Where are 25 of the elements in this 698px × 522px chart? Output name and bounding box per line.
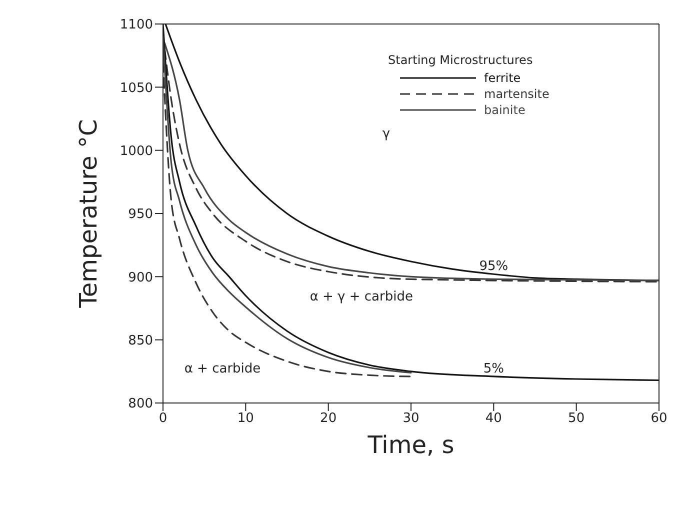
x-tick-label: 60 [650, 411, 668, 426]
annotation: α + carbide [184, 362, 261, 377]
x-tick-label: 40 [485, 411, 502, 426]
y-tick-label: 900 [128, 270, 153, 286]
annotation: α + γ + carbide [310, 290, 413, 305]
x-tick-label: 0 [158, 411, 168, 426]
x-tick-label: 10 [237, 411, 254, 426]
annotation: 95% [479, 259, 508, 274]
text: ferrite [484, 71, 521, 85]
annotation: 5% [483, 361, 504, 376]
y-tick-label: 1050 [120, 80, 153, 96]
y-tick-label: 800 [128, 396, 153, 412]
annotation: γ [382, 126, 390, 142]
legend-title: Starting Microstructures [388, 53, 534, 67]
text: bainite [484, 103, 526, 117]
y-tick-label: 1000 [120, 144, 153, 159]
x-tick-label: 20 [320, 411, 337, 426]
x-axis-title: Time, s [366, 431, 454, 459]
y-axis-title: Temperature °C [74, 119, 103, 309]
text: martensite [484, 87, 550, 101]
y-tick-label: 1100 [120, 18, 153, 33]
x-tick-label: 30 [402, 411, 420, 426]
y-tick-label: 950 [128, 207, 153, 222]
x-tick-label: 50 [568, 411, 585, 426]
y-tick-label: 850 [128, 333, 153, 348]
